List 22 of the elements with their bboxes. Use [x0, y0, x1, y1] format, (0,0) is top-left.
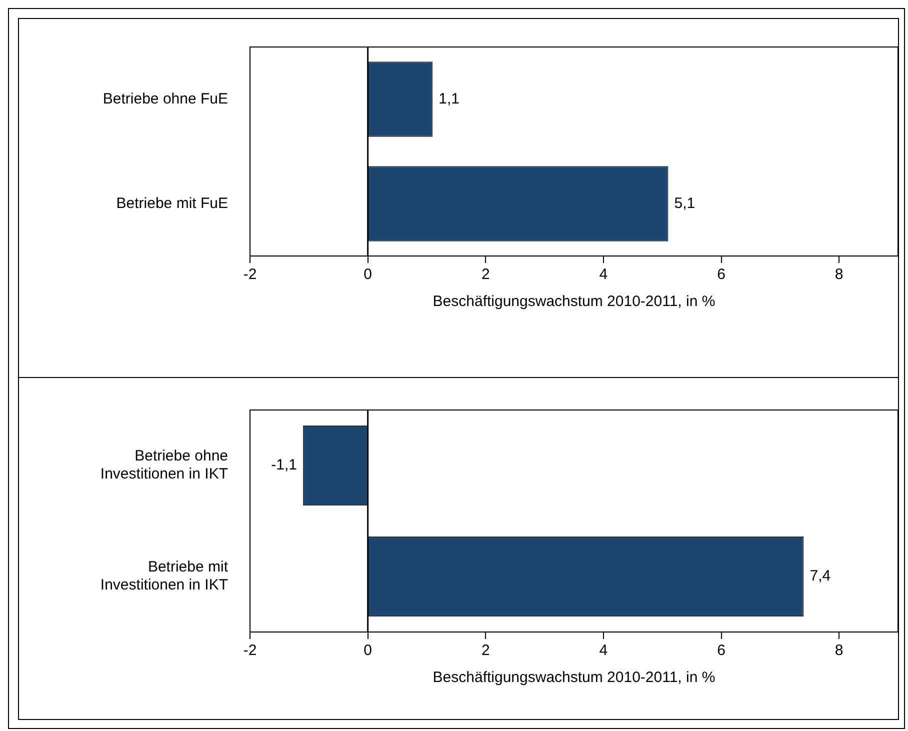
- x-axis-title: Beschäftigungswachstum 2010-2011, in %: [432, 293, 716, 310]
- x-tick-label: 4: [599, 266, 608, 284]
- x-tick-label: 6: [717, 266, 726, 284]
- data-label: -1,1: [271, 456, 298, 474]
- data-label: 5,1: [674, 194, 696, 212]
- x-tick-label: 0: [364, 642, 372, 660]
- x-tick-label: 6: [717, 642, 726, 660]
- data-label: 1,1: [438, 90, 460, 108]
- x-tick-label: 4: [599, 642, 608, 660]
- x-axis-title: Beschäftigungswachstum 2010-2011, in %: [432, 669, 716, 686]
- x-tick-label: -2: [243, 266, 257, 284]
- x-tick-label: 2: [481, 266, 490, 284]
- x-tick-label: 8: [834, 266, 844, 284]
- x-tick-label: 2: [481, 642, 490, 660]
- x-tick-label: 8: [834, 642, 844, 660]
- y-tick-label: Betriebe mit FuE: [116, 194, 228, 212]
- data-label: 7,4: [810, 568, 831, 585]
- x-tick-label: 0: [364, 266, 372, 284]
- y-tick-label: Betriebe mit Investitionen in IKT: [100, 558, 229, 594]
- x-tick-label: -2: [243, 642, 257, 660]
- y-tick-label: Betriebe ohne Investitionen in IKT: [100, 448, 228, 483]
- y-tick-label: Betriebe ohne FuE: [102, 90, 228, 108]
